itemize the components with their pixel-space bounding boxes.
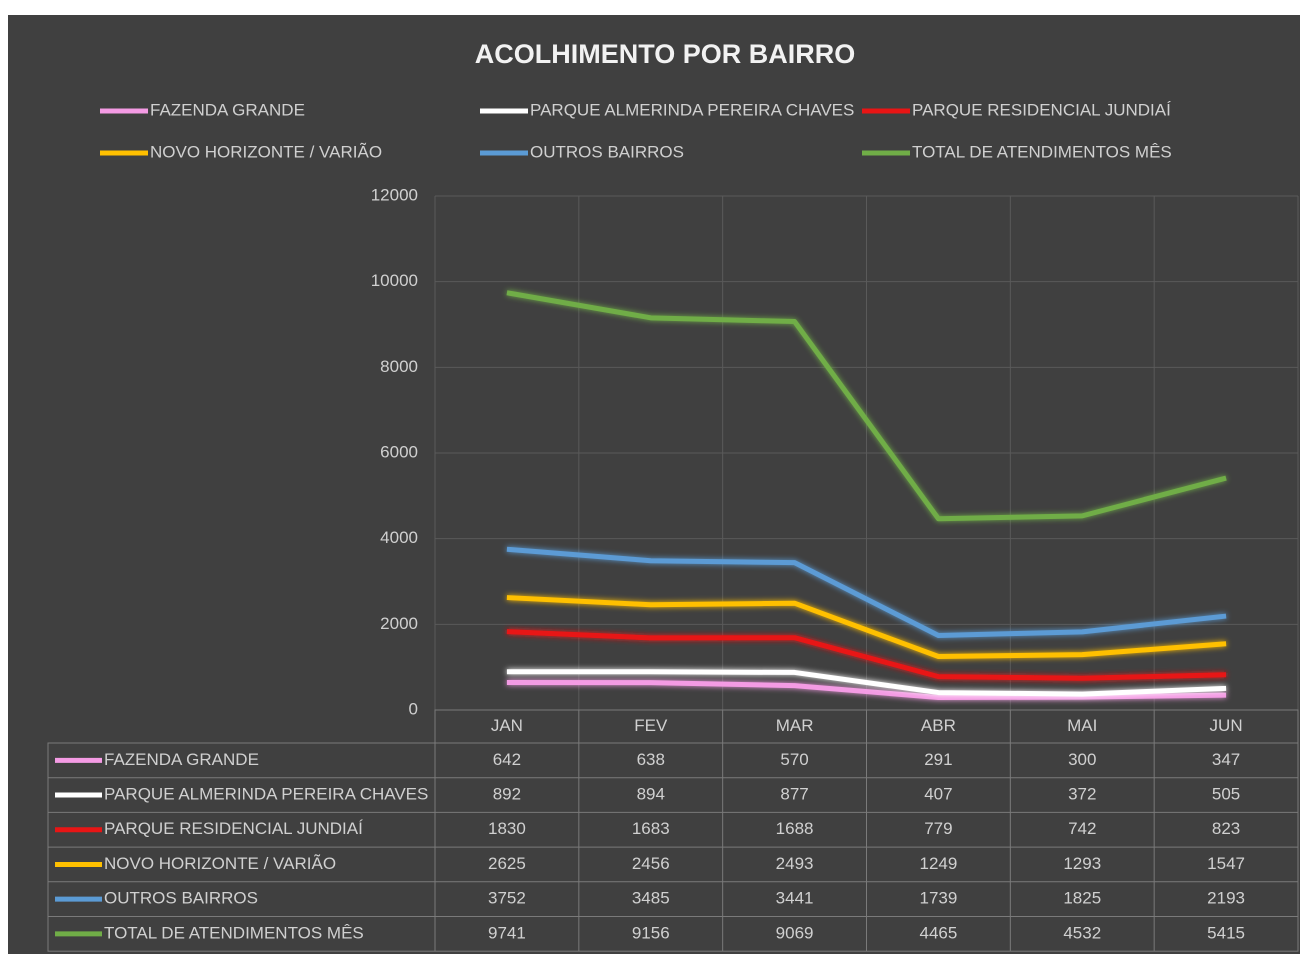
table-cell: 372 [1068,785,1096,804]
x-tick-label: JUN [1210,716,1243,735]
table-row-label: PARQUE RESIDENCIAL JUNDIAÍ [104,819,363,838]
table-cell: 779 [924,819,952,838]
table-row-label: PARQUE ALMERINDA PEREIRA CHAVES [104,785,428,804]
table-cell: 1739 [920,889,958,908]
table-cell: 642 [493,750,521,769]
table-cell: 9069 [776,923,814,942]
table-row-label: TOTAL DE ATENDIMENTOS MÊS [104,923,364,942]
table-cell: 742 [1068,819,1096,838]
table-cell: 4465 [920,923,958,942]
series-line [506,669,1227,697]
y-tick-label: 2000 [380,614,418,633]
table-cell: 2456 [632,854,670,873]
table-row-label: FAZENDA GRANDE [104,750,259,769]
x-tick-label: JAN [491,716,523,735]
y-tick-label: 4000 [380,528,418,547]
table-cell: 823 [1212,819,1240,838]
y-tick-label: 8000 [380,357,418,376]
y-tick-label: 10000 [371,271,418,290]
table-cell: 2493 [776,854,814,873]
table-cell: 300 [1068,750,1096,769]
x-tick-label: ABR [921,716,956,735]
table-cell: 1683 [632,819,670,838]
table-row-label: OUTROS BAIRROS [104,889,258,908]
x-tick-label: MAR [776,716,814,735]
legend-label: FAZENDA GRANDE [150,100,305,119]
table-cell: 877 [780,785,808,804]
table-cell: 3485 [632,889,670,908]
table-cell: 2193 [1207,889,1245,908]
table-cell: 1830 [488,819,526,838]
legend-label: NOVO HORIZONTE / VARIÃO [150,142,382,161]
series-line [506,595,1227,660]
table-cell: 1249 [920,854,958,873]
table-cell: 347 [1212,750,1240,769]
table-cell: 3441 [776,889,814,908]
table-cell: 9156 [632,923,670,942]
legend-label: PARQUE RESIDENCIAL JUNDIAÍ [912,100,1171,119]
table-cell: 894 [637,785,665,804]
legend-label: PARQUE ALMERINDA PEREIRA CHAVES [530,100,854,119]
table-cell: 505 [1212,785,1240,804]
legend-label: TOTAL DE ATENDIMENTOS MÊS [912,142,1172,161]
y-tick-label: 12000 [371,185,418,204]
x-tick-label: MAI [1067,716,1097,735]
x-tick-label: FEV [634,716,668,735]
table-cell: 3752 [488,889,526,908]
table-cell: 5415 [1207,923,1245,942]
series-line [506,680,1227,701]
series-line [506,629,1227,681]
chart-title: ACOLHIMENTO POR BAIRRO [475,39,856,69]
table-cell: 570 [780,750,808,769]
table-cell: 1293 [1063,854,1101,873]
table-cell: 4532 [1063,923,1101,942]
table-row-label: NOVO HORIZONTE / VARIÃO [104,854,336,873]
table-cell: 9741 [488,923,526,942]
table-cell: 1688 [776,819,814,838]
table-cell: 1547 [1207,854,1245,873]
series-line [506,290,1227,522]
legend-label: OUTROS BAIRROS [530,142,684,161]
table-cell: 407 [924,785,952,804]
table-cell: 2625 [488,854,526,873]
y-tick-label: 0 [409,699,418,718]
table-cell: 291 [924,750,952,769]
table-cell: 638 [637,750,665,769]
y-tick-label: 6000 [380,442,418,461]
table-cell: 1825 [1063,889,1101,908]
series-line [506,546,1227,639]
chart-background [8,15,1300,954]
table-cell: 892 [493,785,521,804]
